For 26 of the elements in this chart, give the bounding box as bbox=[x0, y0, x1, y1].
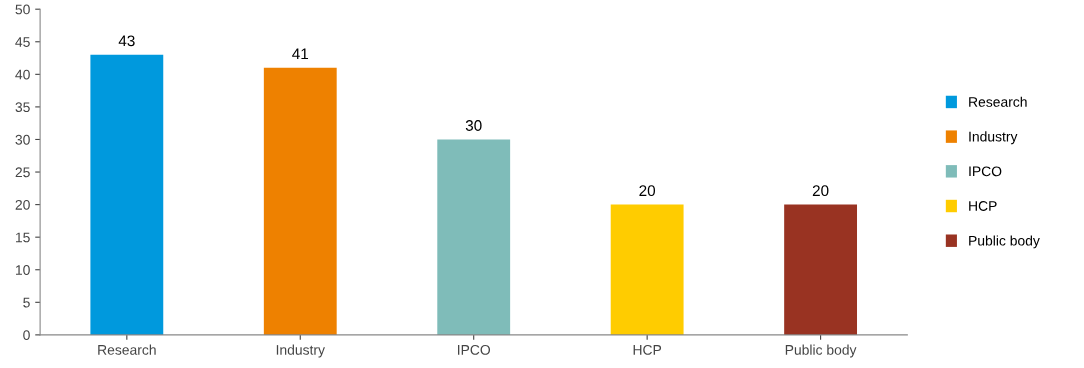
x-tick-label: Industry bbox=[276, 344, 325, 358]
y-tick-label: 40 bbox=[15, 69, 30, 80]
y-tick-label: 0 bbox=[23, 330, 30, 341]
x-tick-label: Research bbox=[98, 344, 156, 355]
y-tick-label: 35 bbox=[15, 102, 30, 113]
y-tick-label: 20 bbox=[15, 199, 30, 210]
legend-label: Research bbox=[969, 96, 1027, 107]
y-tick-label: 25 bbox=[15, 167, 30, 178]
legend-label: IPCO bbox=[969, 166, 1002, 177]
legend-label: Public body bbox=[969, 235, 1040, 249]
data-label: 20 bbox=[639, 185, 656, 197]
x-tick-label: HCP bbox=[633, 344, 662, 355]
y-tick-label: 45 bbox=[15, 37, 30, 47]
x-tick-label: Public body bbox=[785, 344, 857, 358]
y-tick-label: 30 bbox=[15, 134, 30, 145]
y-tick-label: 50 bbox=[15, 4, 30, 15]
legend-label: Industry bbox=[969, 131, 1018, 145]
data-label: 20 bbox=[812, 185, 829, 197]
y-tick-label: 10 bbox=[16, 265, 30, 275]
x-tick-label: IPCO bbox=[458, 344, 491, 355]
legend-label: HCP bbox=[969, 201, 997, 211]
y-tick-label: 15 bbox=[16, 232, 30, 243]
data-label: 41 bbox=[292, 48, 309, 60]
y-tick-label: 5 bbox=[23, 297, 30, 308]
data-label: 30 bbox=[465, 120, 482, 131]
data-label: 43 bbox=[118, 35, 135, 47]
